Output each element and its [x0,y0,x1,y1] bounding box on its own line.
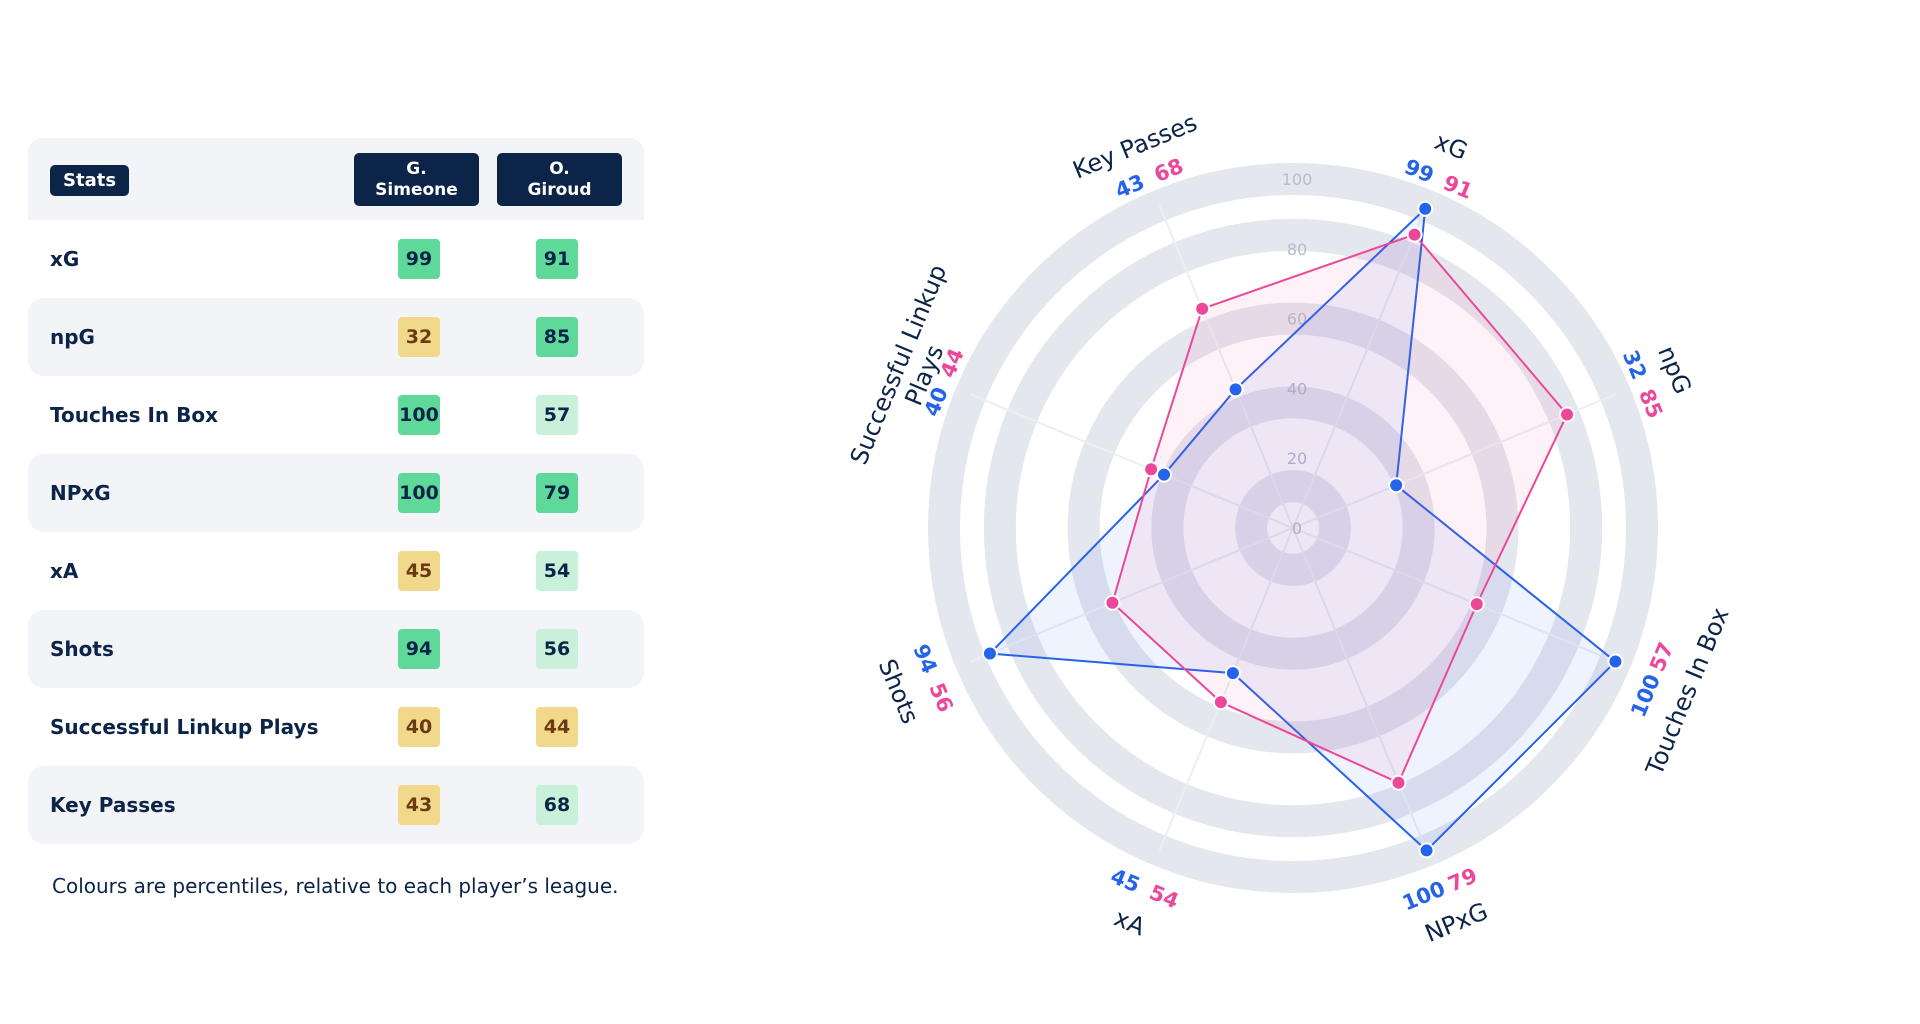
grid-ring [1235,470,1351,586]
player1-point [1388,477,1405,494]
player2-point [1143,461,1160,478]
player1-value-badge: 45 [398,551,440,591]
player1-value-badge: 94 [398,629,440,669]
table-body: xG 99 91 npG 32 85 Touches In Box 100 57… [28,220,644,844]
table-row: Shots 94 56 [28,610,644,688]
axis-label: xG [1431,127,1472,165]
player2-point [1390,774,1407,791]
player1-point [1417,200,1434,217]
player1-value-badge: 99 [398,239,440,279]
axis-label: xA [1110,904,1150,942]
tick-label: 20 [1287,449,1307,468]
axis-spoke [1292,527,1616,663]
player2-header: O. Giroud [497,153,622,206]
table-row: xA 45 54 [28,532,644,610]
row-label: Touches In Box [50,403,219,427]
player2-surname: Giroud [527,179,592,200]
stats-table: Stats G. Simeone O. Giroud xG 99 91 npG … [28,138,644,844]
player1-value-badge: 32 [398,317,440,357]
table-header: Stats G. Simeone O. Giroud [28,138,644,220]
table-row: NPxG 100 79 [28,454,644,532]
player2-value-badge: 85 [536,317,578,357]
player2-point [1406,226,1423,243]
footnote: Colours are percentiles, relative to eac… [52,874,619,898]
grid-ring [928,163,1658,893]
player2-value-label: 56 [924,679,957,715]
player2-value-badge: 91 [536,239,578,279]
axis-spoke [970,527,1294,663]
player2-value-label: 57 [1645,639,1678,675]
player1-value-label: 94 [908,641,941,677]
player1-value-badge: 43 [398,785,440,825]
player2-first-initial: O. [549,158,570,179]
stats-header-pill: Stats [50,165,130,196]
axis-spoke [970,393,1294,529]
row-label: Shots [50,637,114,661]
player1-point [1224,665,1241,682]
player1-value-label: 45 [1107,864,1143,897]
player2-point [1468,596,1485,613]
axis-spoke [1292,205,1428,529]
player2-value-badge: 57 [536,395,578,435]
axis-label-line: xA [1110,904,1150,942]
player1-value-label: 100 [1399,876,1449,915]
player2-value-badge: 68 [536,785,578,825]
player1-point [1607,653,1624,670]
player1-point [1227,381,1244,398]
player2-value-badge: 79 [536,473,578,513]
row-label: xA [50,559,79,583]
player2-value-badge: 54 [536,551,578,591]
player1-value-badge: 40 [398,707,440,747]
axis-spoke [1158,527,1294,851]
player2-point [1104,594,1121,611]
player1-point [1418,842,1435,859]
player1-first-initial: G. [406,158,427,179]
player1-header: G. Simeone [354,153,479,206]
player2-point [1212,694,1229,711]
tick-label: 40 [1287,379,1307,398]
axis-label-line: xG [1431,127,1472,165]
row-label: Key Passes [50,793,176,817]
row-label: NPxG [50,481,111,505]
player2-value-badge: 56 [536,629,578,669]
table-row: xG 99 91 [28,220,644,298]
row-label: Successful Linkup Plays [50,715,319,739]
row-label: npG [50,325,95,349]
player1-value-badge: 100 [398,473,440,513]
table-row: Key Passes 43 68 [28,766,644,844]
tick-label: 60 [1287,310,1307,329]
player2-value-badge: 44 [536,707,578,747]
axis-label-line: npG [1652,342,1697,398]
grid-ring [1151,386,1435,670]
tick-label: 80 [1287,240,1307,259]
axis-spoke [1292,527,1428,851]
table-row: Touches In Box 100 57 [28,376,644,454]
player1-value-label: 100 [1626,671,1665,721]
grid-ring [1067,302,1519,754]
player2-value-label: 79 [1444,863,1480,896]
player2-point [1194,300,1211,317]
grid-ring [983,218,1603,838]
player2-value-label: 54 [1146,880,1182,913]
tick-label: 0 [1292,519,1302,538]
axis-spoke [1158,205,1294,529]
player1-point [981,645,998,662]
table-row: Successful Linkup Plays 40 44 [28,688,644,766]
axis-label: npG [1652,342,1697,398]
table-row: npG 32 85 [28,298,644,376]
player1-point [1156,466,1173,483]
player1-value-badge: 100 [398,395,440,435]
row-label: xG [50,247,80,271]
player1-surname: Simeone [375,179,458,200]
player2-point [1559,406,1576,423]
tick-label: 100 [1282,170,1313,189]
